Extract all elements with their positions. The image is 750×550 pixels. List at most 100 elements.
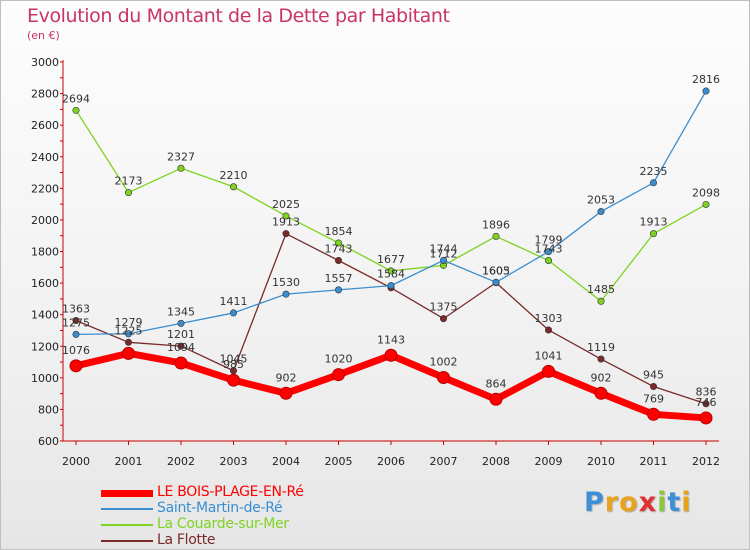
data-point — [72, 330, 80, 338]
data-point — [177, 164, 185, 172]
data-label: 1557 — [325, 272, 353, 285]
series-line-0 — [72, 349, 710, 422]
data-label: 1743 — [535, 243, 563, 256]
legend-label: La Flotte — [157, 532, 216, 548]
x-tick-label: 2003 — [220, 455, 248, 468]
data-point — [282, 290, 290, 298]
data-label: 836 — [696, 386, 717, 399]
data-label: 1363 — [62, 303, 90, 316]
x-tick-label: 2008 — [482, 455, 510, 468]
data-label: 1275 — [62, 316, 90, 329]
data-label: 2210 — [220, 169, 248, 182]
data-label: 2816 — [692, 73, 720, 86]
data-label: 1201 — [167, 328, 195, 341]
y-tick-label: 3000 — [31, 56, 59, 69]
data-point — [279, 386, 293, 400]
data-label: 1143 — [377, 333, 405, 346]
proxiti-logo: Proxiti — [584, 487, 692, 518]
chart-title: Evolution du Montant de la Dette par Hab… — [27, 5, 450, 27]
data-label: 1584 — [377, 268, 405, 281]
x-tick-label: 2002 — [167, 455, 195, 468]
data-label: 1119 — [587, 341, 615, 354]
data-label: 2025 — [272, 198, 300, 211]
data-label: 1411 — [220, 295, 248, 308]
data-point — [334, 257, 342, 265]
x-tick-label: 2006 — [377, 455, 405, 468]
data-label: 769 — [643, 392, 664, 405]
data-label: 2098 — [692, 186, 720, 199]
data-point — [125, 189, 133, 197]
data-label: 1896 — [482, 218, 510, 231]
y-tick-label: 1800 — [31, 246, 59, 259]
data-point — [122, 346, 135, 360]
data-point — [387, 282, 395, 290]
x-tick-label: 2012 — [692, 455, 720, 468]
data-point — [439, 256, 447, 264]
data-label: 1913 — [272, 216, 300, 229]
legend-label: Saint-Martin-de-Ré — [157, 500, 283, 516]
legend-swatch — [101, 489, 153, 497]
data-point — [439, 315, 447, 323]
legend-label: La Couarde-sur-Mer — [157, 516, 289, 532]
data-label: 1045 — [220, 353, 248, 366]
data-point — [702, 400, 710, 408]
data-label: 1799 — [535, 234, 563, 247]
data-label: 1002 — [430, 356, 458, 369]
y-tick-label: 800 — [38, 403, 59, 416]
data-point — [597, 297, 605, 305]
y-tick-label: 2400 — [31, 151, 59, 164]
data-label: 1041 — [535, 349, 563, 362]
y-tick-label: 2800 — [31, 88, 59, 101]
data-label: 2694 — [62, 92, 90, 105]
data-label: 1094 — [167, 341, 195, 354]
data-point — [384, 348, 398, 362]
data-label: 1605 — [482, 264, 510, 277]
data-point — [72, 106, 80, 114]
data-point — [597, 208, 605, 216]
data-label: 2173 — [115, 175, 143, 188]
data-point — [544, 326, 552, 334]
data-label: 1375 — [430, 301, 458, 314]
data-label: 746 — [696, 396, 717, 409]
data-label: 985 — [223, 358, 244, 371]
y-tick-label: 2200 — [31, 182, 59, 195]
data-label: 1225 — [115, 324, 143, 337]
data-point — [649, 230, 657, 238]
x-tick-label: 2004 — [272, 455, 300, 468]
data-point — [594, 386, 608, 400]
x-tick-label: 2001 — [115, 455, 143, 468]
y-tick-label: 1400 — [31, 309, 59, 322]
data-label: 1020 — [325, 353, 353, 366]
data-point — [544, 257, 552, 265]
x-tick-label: 2009 — [535, 455, 563, 468]
data-point — [492, 278, 500, 286]
data-point — [227, 373, 240, 387]
legend-swatch — [101, 524, 153, 526]
y-tick-label: 2600 — [31, 119, 59, 132]
data-label: 1743 — [325, 243, 353, 256]
data-point — [702, 200, 710, 208]
data-label: 1603 — [482, 265, 510, 278]
y-tick-label: 1200 — [31, 340, 59, 353]
data-point — [72, 317, 80, 325]
x-tick-label: 2005 — [325, 455, 353, 468]
data-point — [437, 371, 450, 385]
data-point — [125, 330, 133, 338]
data-label: 945 — [643, 369, 664, 382]
series-line-1 — [75, 90, 707, 336]
y-tick-label: 600 — [38, 435, 59, 448]
data-point — [177, 319, 185, 327]
data-label: 1530 — [272, 276, 300, 289]
data-point — [230, 183, 238, 191]
legend-label: LE BOIS-PLAGE-EN-Ré — [157, 484, 304, 500]
data-point — [125, 338, 133, 346]
data-label: 1913 — [640, 216, 668, 229]
data-label: 902 — [591, 371, 612, 384]
data-point — [174, 356, 188, 370]
data-point — [649, 383, 657, 391]
data-label: 2053 — [587, 194, 615, 207]
data-label: 1076 — [62, 344, 90, 357]
data-point — [649, 179, 657, 187]
